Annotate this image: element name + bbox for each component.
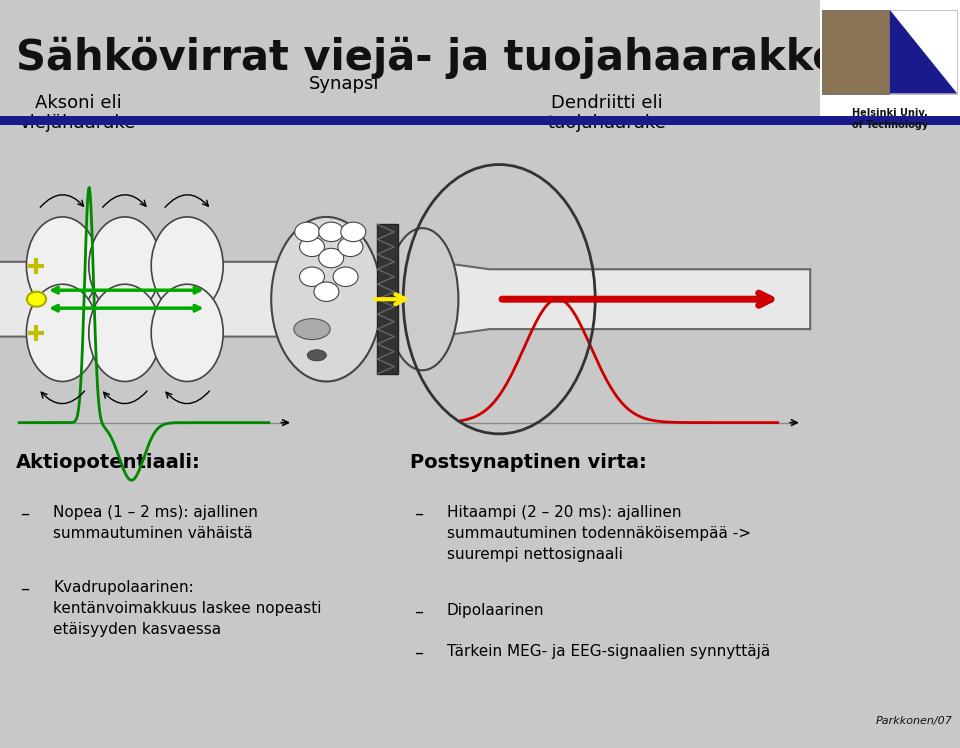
Bar	[377, 224, 398, 374]
Ellipse shape	[152, 217, 223, 314]
Text: Helsinki Univ.
of Technology: Helsinki Univ. of Technology	[852, 108, 928, 130]
Circle shape	[341, 222, 366, 242]
Text: –: –	[414, 644, 423, 662]
Text: Parkkonen/07: Parkkonen/07	[876, 716, 953, 726]
Text: Aksoni eli
viejähaarake: Aksoni eli viejähaarake	[20, 94, 136, 132]
Ellipse shape	[89, 217, 161, 314]
Circle shape	[300, 237, 324, 257]
Polygon shape	[890, 10, 957, 94]
Ellipse shape	[307, 350, 326, 361]
Text: Sähkövirrat viejä- ja tuojahaarakkeissa: Sähkövirrat viejä- ja tuojahaarakkeissa	[16, 37, 933, 79]
Bar	[822, 10, 889, 94]
Text: –: –	[20, 580, 30, 598]
Circle shape	[27, 292, 46, 307]
Text: Dendriitti eli
tuojahaarake: Dendriitti eli tuojahaarake	[547, 94, 666, 132]
Ellipse shape	[272, 217, 382, 381]
Polygon shape	[446, 263, 810, 335]
Ellipse shape	[294, 319, 330, 340]
Circle shape	[300, 267, 324, 286]
Bar	[820, 0, 960, 116]
Text: Postsynaptinen virta:: Postsynaptinen virta:	[410, 453, 647, 471]
Ellipse shape	[27, 284, 99, 381]
Ellipse shape	[152, 284, 223, 381]
Ellipse shape	[386, 228, 459, 370]
Circle shape	[314, 282, 339, 301]
Circle shape	[319, 222, 344, 242]
Bar	[0, 116, 820, 125]
Text: Synapsi: Synapsi	[309, 75, 379, 93]
Text: Dipolaarinen: Dipolaarinen	[446, 603, 544, 618]
Circle shape	[333, 267, 358, 286]
Text: –: –	[414, 603, 423, 621]
Text: Tärkein MEG- ja EEG-signaalien synnyttäjä: Tärkein MEG- ja EEG-signaalien synnyttäj…	[446, 644, 770, 659]
Circle shape	[338, 237, 363, 257]
Text: Aktiopotentiaali:: Aktiopotentiaali:	[16, 453, 202, 471]
Circle shape	[319, 248, 344, 268]
Text: Nopea (1 – 2 ms): ajallinen
summautuminen vähäistä: Nopea (1 – 2 ms): ajallinen summautumine…	[54, 505, 258, 541]
Bar	[820, 116, 960, 125]
Text: –: –	[20, 505, 30, 523]
Text: Kvadrupolaarinen:
kentänvoimakkuus laskee nopeasti
etäisyyden kasvaessa: Kvadrupolaarinen: kentänvoimakkuus laske…	[54, 580, 322, 637]
Text: Hitaampi (2 – 20 ms): ajallinen
summautuminen todennäköisempää ->
suurempi netto: Hitaampi (2 – 20 ms): ajallinen summautu…	[446, 505, 751, 562]
Bar	[890, 10, 957, 94]
Circle shape	[295, 222, 320, 242]
Ellipse shape	[27, 217, 99, 314]
FancyBboxPatch shape	[0, 262, 283, 337]
Text: –: –	[414, 505, 423, 523]
Ellipse shape	[89, 284, 161, 381]
